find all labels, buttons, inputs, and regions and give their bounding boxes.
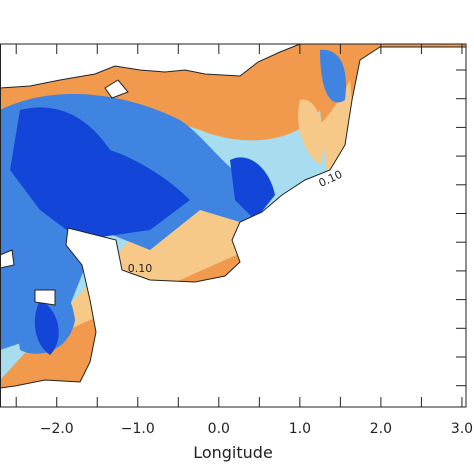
- right-ticks: [456, 69, 466, 387]
- plot-frame: [0, 43, 467, 408]
- contour-field: [0, 44, 466, 388]
- x-tick-label: −1.0: [121, 421, 155, 437]
- contour-label: 0.10: [128, 262, 153, 275]
- x-axis-label: Longitude: [193, 443, 273, 462]
- x-tick-label: 1.0: [289, 421, 311, 437]
- x-tick-label: 0.0: [208, 421, 230, 437]
- islands: [0, 79, 129, 306]
- x-tick-label: 2.0: [370, 421, 392, 437]
- x-tick-label: 3.0: [451, 421, 473, 437]
- coastline: [0, 43, 467, 389]
- x-tick-label: −2.0: [40, 421, 74, 437]
